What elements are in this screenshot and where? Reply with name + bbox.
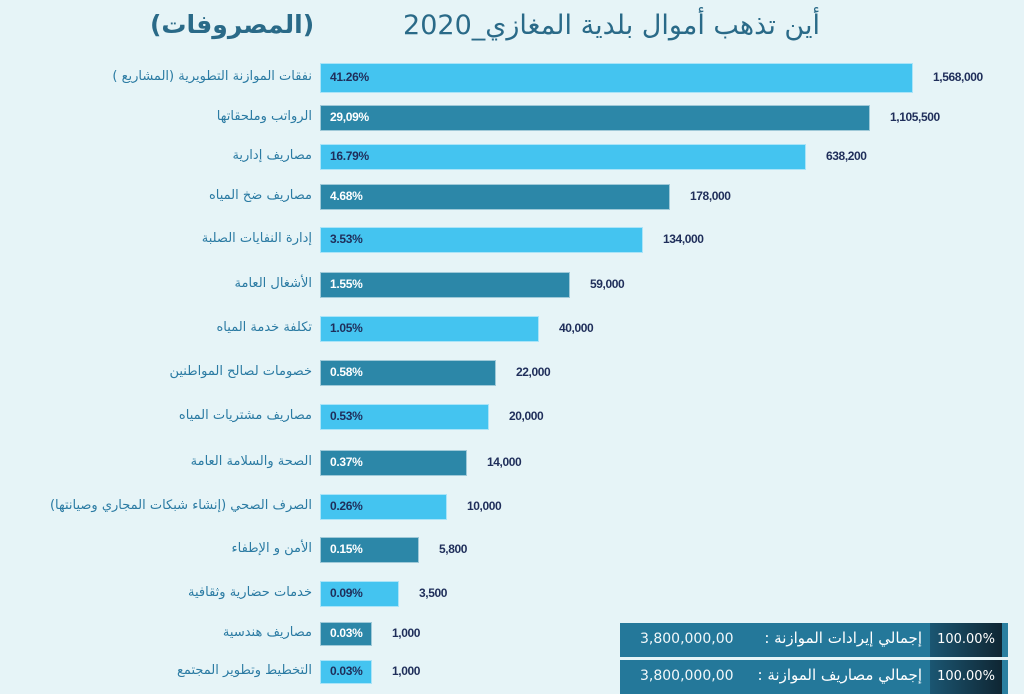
- percent-label: 3.53%: [330, 232, 363, 246]
- category-label: مصاريف مشتريات المياه: [178, 408, 312, 423]
- bar: [320, 494, 447, 520]
- category-label: الرواتب وملحقاتها: [216, 109, 312, 124]
- category-label: خصومات لصالح المواطنين: [169, 364, 312, 379]
- value-label: 20,000: [509, 409, 544, 423]
- bar-row: الرواتب وملحقاتها 29,09% 1,105,500: [0, 105, 1024, 131]
- bar-row: إدارة النفايات الصلبة 3.53% 134,000: [0, 227, 1024, 253]
- percent-label: 1.05%: [330, 321, 363, 335]
- bar-row: التخطيط وتطوير المجتمع 0.03% 1,000: [0, 660, 1024, 684]
- value-label: 3,500: [419, 586, 448, 600]
- bar-row: الصحة والسلامة العامة 0.37% 14,000: [0, 450, 1024, 476]
- bar: [320, 184, 670, 210]
- total-revenue-percent: 100.00%: [930, 623, 1002, 657]
- category-label: مصاريف هندسية: [222, 625, 312, 640]
- bar: [320, 404, 489, 430]
- total-revenue-label: إجمالي إيرادات الموازنة :: [764, 629, 922, 647]
- percent-label: 16.79%: [330, 149, 369, 163]
- bar-row: نفقات الموازنة التطويرية (المشاريع ) 41.2…: [0, 63, 1024, 93]
- bar-row: مصاريف هندسية 0.03% 1,000: [0, 622, 1024, 646]
- category-label: الأشغال العامة: [234, 276, 312, 291]
- total-expenses-label: إجمالي مصاريف الموازنة :: [757, 666, 922, 684]
- bar: [320, 660, 372, 684]
- category-label: الصرف الصحي (إنشاء شبكات المجاري وصيانته…: [49, 498, 312, 513]
- value-label: 59,000: [590, 277, 625, 291]
- value-label: 134,000: [663, 232, 704, 246]
- bar: [320, 360, 496, 386]
- value-label: 1,105,500: [890, 110, 940, 124]
- bar-row: تكلفة خدمة المياه 1.05% 40,000: [0, 316, 1024, 342]
- category-label: تكلفة خدمة المياه: [216, 320, 313, 335]
- category-label: نفقات الموازنة التطويرية (المشاريع ): [112, 69, 312, 84]
- value-label: 40,000: [559, 321, 594, 335]
- category-label: مصاريف ضخ المياه: [208, 188, 312, 203]
- value-label: 22,000: [516, 365, 551, 379]
- bar: [320, 450, 467, 476]
- bar: [320, 622, 372, 646]
- bar-row: مصاريف إدارية 16.79% 638,200: [0, 144, 1024, 170]
- percent-label: 0.15%: [330, 542, 363, 556]
- value-label: 5,800: [439, 542, 468, 556]
- category-label: مصاريف إدارية: [232, 148, 312, 163]
- bar: [320, 316, 539, 342]
- bar-row: الأمن و الإطفاء 0.15% 5,800: [0, 537, 1024, 563]
- bar: [320, 227, 643, 253]
- bar: [320, 537, 419, 563]
- value-label: 10,000: [467, 499, 502, 513]
- percent-label: 29,09%: [330, 110, 369, 124]
- percent-label: 0.03%: [330, 664, 363, 678]
- percent-label: 0.58%: [330, 365, 363, 379]
- value-label: 1,568,000: [933, 70, 983, 84]
- percent-label: 0.37%: [330, 455, 363, 469]
- category-label: التخطيط وتطوير المجتمع: [177, 663, 312, 678]
- percent-label: 0.03%: [330, 626, 363, 640]
- bar: [320, 581, 399, 607]
- bar-row: مصاريف مشتريات المياه 0.53% 20,000: [0, 404, 1024, 430]
- bar: [320, 272, 570, 298]
- percent-label: 0.53%: [330, 409, 363, 423]
- category-label: خدمات حضارية وثقافية: [188, 585, 312, 600]
- total-expenses-row: 3,800,000,00 إجمالي مصاريف الموازنة : 10…: [620, 660, 1008, 694]
- value-label: 1,000: [392, 626, 421, 640]
- percent-label: 4.68%: [330, 189, 363, 203]
- category-label: إدارة النفايات الصلبة: [201, 231, 312, 246]
- chart-subtitle: (المصروفات): [150, 10, 315, 39]
- percent-label: 41.26%: [330, 70, 369, 84]
- total-revenue-row: 3,800,000,00 إجمالي إيرادات الموازنة : 1…: [620, 623, 1008, 657]
- value-label: 638,200: [826, 149, 867, 163]
- bar-row: خدمات حضارية وثقافية 0.09% 3,500: [0, 581, 1024, 607]
- value-label: 14,000: [487, 455, 522, 469]
- bar: [320, 105, 870, 131]
- bar: [320, 63, 913, 93]
- category-label: الصحة والسلامة العامة: [190, 454, 312, 469]
- bar-row: الأشغال العامة 1.55% 59,000: [0, 272, 1024, 298]
- percent-label: 1.55%: [330, 277, 363, 291]
- bar: [320, 144, 806, 170]
- total-expenses-percent: 100.00%: [930, 660, 1002, 694]
- bar-row: الصرف الصحي (إنشاء شبكات المجاري وصيانته…: [0, 494, 1024, 520]
- percent-label: 0.26%: [330, 499, 363, 513]
- bar-row: مصاريف ضخ المياه 4.68% 178,000: [0, 184, 1024, 210]
- bar-row: خصومات لصالح المواطنين 0.58% 22,000: [0, 360, 1024, 386]
- category-label: الأمن و الإطفاء: [231, 541, 312, 556]
- value-label: 1,000: [392, 664, 421, 678]
- total-expenses-amount: 3,800,000,00: [640, 668, 734, 684]
- chart-title: أين تذهب أموال بلدية المغازي_2020: [403, 10, 820, 41]
- percent-label: 0.09%: [330, 586, 363, 600]
- value-label: 178,000: [690, 189, 731, 203]
- total-revenue-amount: 3,800,000,00: [640, 631, 734, 647]
